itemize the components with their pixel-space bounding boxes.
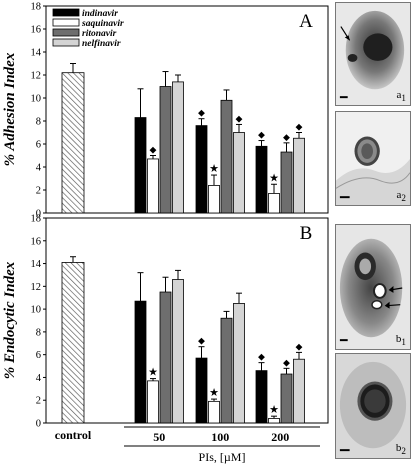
panel-b-ytick-label: 16 [31,236,42,247]
panel-a: 0 2 4 6 8 10 12 14 16 18 % Adhesion Index A ◆ ◆ ★ ◆ ◆ ★ ◆ ◆… [2,2,329,220]
panel-a-ylabel: % Adhesion Index [2,52,18,166]
micrograph-a1: a1 [335,2,411,106]
panel-a-ytick-label: 18 [31,2,42,13]
panel-b-xtick-label-50: 50 [153,430,165,444]
panel-b-ytick-label: 18 [31,214,42,225]
panel-a-bar-ritonavir-200-significance-marker: ◆ [283,132,290,142]
panel-a-bar-saquinavir-100 [208,184,220,214]
panel-b-bar-ritonavir-50 [159,291,172,424]
panel-a-ytick-label: 14 [31,48,42,59]
panel-b-bar-saquinavir-200 [268,418,280,424]
micrograph-b2-label: b2 [395,441,406,456]
panel-a-ytick-label: 4 [36,163,42,174]
panel-a-bar-saquinavir-50-significance-marker: ◆ [150,145,157,155]
panel-b-bar-nelfinavir-100 [233,303,245,424]
micrograph-b1-label: b1 [395,332,406,347]
panel-a-frame [45,5,329,214]
panel-b-bar-indinavir-100-significance-marker: ◆ [198,336,205,346]
micrograph-a2-label: a2 [396,188,406,203]
panel-b-ytick-label: 14 [31,259,42,270]
panel-a-control-bar [61,72,85,214]
panel-a-bar-indinavir-200 [255,145,268,214]
panel-b: 0 2 4 6 8 10 12 14 16 18 % Endocytic Index B ★ ◆ ★ ◆ ★ ◆ ◆… [2,214,329,464]
panel-b-bar-indinavir-200-significance-marker: ◆ [258,352,265,362]
micrograph-b2: b2 [335,353,411,459]
panel-a-ytick-label: 10 [31,94,42,105]
panel-b-bar-nelfinavir-200-significance-marker: ◆ [296,341,303,351]
panel-b-bar-nelfinavir-200 [293,358,305,424]
panel-b-control-label: control [55,428,92,442]
panel-b-bar-ritonavir-100 [220,317,233,424]
legend-swatch-nelfinavir [52,38,80,47]
legend-label-indinavir: indinavir [82,9,118,19]
micrograph-b1: b1 [335,224,411,350]
micrograph-a2-image [336,112,410,205]
panel-a-ytick-label: 2 [36,186,41,197]
legend-swatch-ritonavir [52,28,80,37]
panel-b-ytick-label: 10 [31,305,42,316]
panel-b-bar-saquinavir-50-significance-marker: ★ [148,367,158,379]
panel-a-bar-nelfinavir-200-significance-marker: ◆ [296,122,303,132]
micrograph-a2: a2 [335,111,411,206]
panel-a-bar-nelfinavir-200 [293,137,305,214]
panel-a-bar-ritonavir-200 [280,151,293,214]
panel-a-ytick-label: 6 [36,140,41,151]
panel-b-bar-ritonavir-200-significance-marker: ◆ [283,357,290,367]
panel-a-ytick-label: 16 [31,25,42,36]
panel-a-bar-ritonavir-100 [220,99,233,214]
micrograph-b1-image [336,225,410,349]
panel-b-bar-indinavir-200 [255,370,268,424]
panel-b-panel-letter: B [300,223,313,244]
panel-b-bar-indinavir-100 [195,357,208,424]
panel-b-xtick-label-200: 200 [271,430,289,444]
panel-a-bar-saquinavir-200-significance-marker: ★ [269,172,279,184]
panel-a-ytick-label: 12 [31,71,42,82]
panel-b-ytick-label: 0 [36,419,41,430]
panel-b-bar-indinavir-50 [134,300,147,424]
panel-a-bar-indinavir-100-significance-marker: ◆ [198,108,205,118]
panel-b-ytick-label: 6 [36,350,41,361]
micrograph-a1-image [336,3,410,105]
panel-a-bar-nelfinavir-50 [172,81,184,214]
panel-b-bar-saquinavir-100 [208,400,220,424]
panel-a-bar-nelfinavir-100 [233,132,245,214]
panel-a-bar-saquinavir-100-significance-marker: ★ [209,163,219,175]
panel-a-bar-nelfinavir-100-significance-marker: ◆ [236,113,243,123]
panel-a-bar-saquinavir-50 [147,158,159,214]
panel-a-ytick-label: 8 [36,117,41,128]
panel-a-bar-saquinavir-200 [268,193,280,214]
micrograph-a1-label: a1 [396,88,406,103]
panel-b-xlabel: PIs, [µM] [199,450,246,464]
panel-b-control-bar [61,262,85,424]
panel-a-bar-indinavir-100 [195,125,208,214]
legend-swatch-saquinavir [52,18,80,27]
legend-label-nelfinavir: nelfinavir [82,39,121,49]
panel-b-xtick-label-100: 100 [211,430,229,444]
panel-b-bar-nelfinavir-50 [172,279,184,424]
panel-b-ytick-label: 8 [36,327,41,338]
micrograph-b2-image [336,354,410,458]
legend-swatch-indinavir [52,8,80,17]
panel-b-ylabel: % Endocytic Index [2,261,18,379]
panel-b-frame [45,217,329,424]
panel-a-panel-letter: A [299,11,313,32]
panel-a-bar-indinavir-50 [134,117,147,214]
panel-b-ytick-label: 2 [36,396,41,407]
panel-b-bar-saquinavir-200-significance-marker: ★ [269,404,279,416]
panel-b-bar-saquinavir-50 [147,380,159,424]
panel-a-ytick-label: 0 [36,209,41,220]
legend-label-ritonavir: ritonavir [82,29,117,39]
panel-b-ytick-label: 12 [31,282,42,293]
panel-b-bar-ritonavir-200 [280,373,293,424]
panel-b-bar-saquinavir-100-significance-marker: ★ [209,387,219,399]
panel-b-ytick-label: 4 [36,373,42,384]
panel-a-bar-ritonavir-50 [159,86,172,214]
panel-a-bar-indinavir-200-significance-marker: ◆ [258,130,265,140]
legend-label-saquinavir: saquinavir [81,19,124,29]
